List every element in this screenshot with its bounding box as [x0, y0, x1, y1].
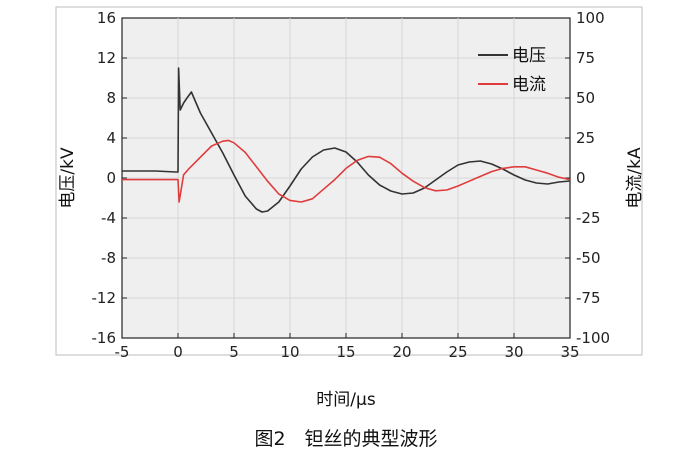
- x-axis-ticks: -5 0 5 10 15 20 25 30 35: [115, 333, 580, 361]
- tick-label-x: 15: [336, 343, 355, 361]
- legend-label-current: 电流: [512, 75, 546, 95]
- tick-label-right: 75: [576, 49, 595, 67]
- tick-label-right: -25: [576, 209, 601, 227]
- tick-label-left: -8: [101, 249, 116, 267]
- tick-label-left: 0: [106, 169, 116, 187]
- grid: [122, 18, 570, 338]
- series-line-current: [122, 139, 571, 203]
- tick-label-right: -50: [576, 249, 601, 267]
- tick-label-x: 25: [448, 343, 467, 361]
- tick-label-x: 0: [173, 343, 183, 361]
- tick-label-left: 4: [106, 129, 116, 147]
- tick-label-x: 10: [280, 343, 299, 361]
- tick-label-right: 100: [576, 9, 605, 27]
- tick-label-x: 5: [229, 343, 239, 361]
- y-axis-label-left: 电压/kV: [58, 147, 78, 209]
- tick-label-x: -5: [115, 343, 130, 361]
- legend-label-voltage: 电压: [512, 46, 546, 66]
- series-layer: [122, 67, 571, 213]
- right-axis-ticks: 100 75 50 25 0 -25 -50 -75 -100: [565, 9, 610, 347]
- tick-label-right: -75: [576, 289, 601, 307]
- tick-label-right: 0: [576, 169, 586, 187]
- tick-label-right: 50: [576, 89, 595, 107]
- tick-label-right: -100: [576, 329, 610, 347]
- tick-label-left: 16: [97, 9, 116, 27]
- series-line-voltage: [122, 67, 571, 213]
- tick-label-x: 35: [560, 343, 579, 361]
- tick-label-left: -16: [92, 329, 117, 347]
- left-axis-ticks: 16 12 8 4 0 -4 -8 -12 -16: [92, 9, 127, 347]
- legend: 电压 电流: [478, 46, 546, 95]
- tick-label-left: 8: [106, 89, 116, 107]
- tick-label-x: 20: [392, 343, 411, 361]
- tick-label-right: 25: [576, 129, 595, 147]
- x-axis-label: 时间/μs: [316, 390, 376, 410]
- tick-label-left: 12: [97, 49, 116, 67]
- figure-caption: 图2 钽丝的典型波形: [254, 428, 437, 450]
- tick-label-left: -4: [101, 209, 116, 227]
- tick-label-x: 30: [504, 343, 523, 361]
- y-axis-label-right: 电流/kA: [625, 147, 645, 209]
- tick-label-left: -12: [92, 289, 117, 307]
